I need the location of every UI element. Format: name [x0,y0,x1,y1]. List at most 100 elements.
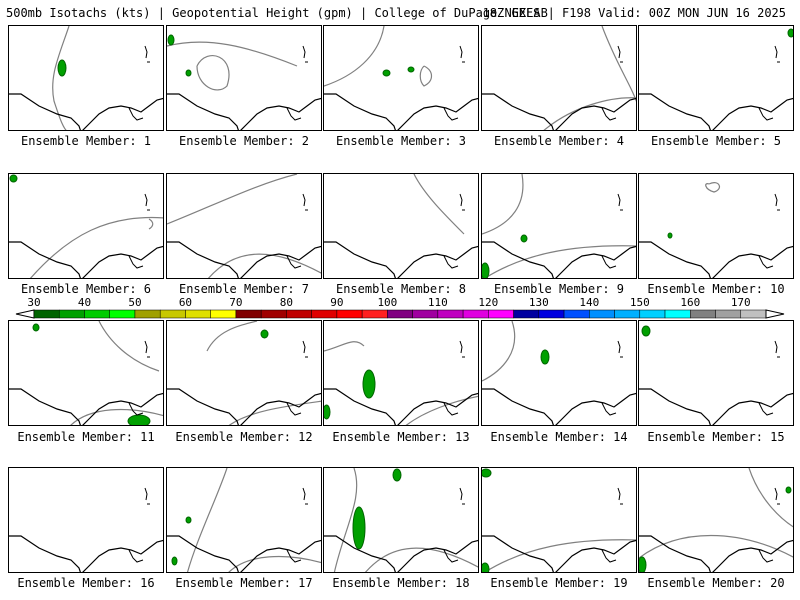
map-canvas [324,340,478,425]
ensemble-member-caption: Ensemble Member: 18 [332,576,470,590]
island-marker [144,45,150,63]
colorbar-swatch [488,309,514,319]
ensemble-map-panel [323,173,479,279]
ensemble-map-panel [323,25,479,131]
coastline-detail [286,549,302,563]
colorbar-swatch [286,309,312,319]
colorbar-swatch [715,309,742,319]
height-contour [639,468,793,559]
map-canvas [324,468,478,572]
coastline [482,241,636,278]
colorbar-swatch [538,309,565,319]
island-marker [617,340,623,358]
coastline-detail [601,402,617,416]
ensemble-member-caption: Ensemble Member: 8 [335,282,467,296]
ensemble-member-caption: Ensemble Member: 19 [490,576,628,590]
coastline-detail [758,255,774,269]
ensemble-map-panel [323,320,479,426]
ensemble-map-panel [8,173,164,279]
colorbar-left-arrow [15,309,35,319]
map-canvas [639,28,793,130]
colorbar-tick-label: 140 [579,296,600,309]
coastline [482,93,636,130]
coastline-detail [128,107,144,121]
ensemble-map-panel [481,467,637,573]
coastline [482,388,636,425]
colorbar-tick-label: 70 [229,296,243,309]
coastline [639,388,793,425]
colorbar-tick-label: 30 [27,296,41,309]
ensemble-map-panel [638,173,794,279]
colorbar-tick-label: 110 [427,296,448,309]
ensemble-map-panel [638,320,794,426]
coastline [167,93,321,130]
coastline-detail [758,402,774,416]
ensemble-member-caption: Ensemble Member: 5 [650,134,782,148]
header-valid-time: 18Z GEFS | F198 Valid: 00Z MON JUN 16 20… [482,6,786,20]
island-marker [144,340,150,358]
ensemble-member-caption: Ensemble Member: 16 [17,576,155,590]
ensemble-member-caption: Ensemble Member: 9 [493,282,625,296]
colorbar-swatch [513,309,540,319]
colorbar-swatch [437,309,464,319]
ensemble-member-caption: Ensemble Member: 13 [332,430,470,444]
height-contour [413,174,465,235]
colorbar-swatch [639,309,666,319]
coastline [639,535,793,572]
map-canvas [324,26,478,130]
ensemble-member-caption: Ensemble Member: 1 [20,134,152,148]
island-marker [774,193,780,211]
ensemble-map-panel [481,173,637,279]
height-contour [70,321,163,425]
colorbar-swatch [109,309,136,319]
colorbar-swatch [311,309,338,319]
height-contour [705,182,721,193]
ensemble-map-panel [166,320,322,426]
ensemble-member-caption: Ensemble Member: 3 [335,134,467,148]
map-canvas [167,321,321,425]
ensemble-map-panel [323,467,479,573]
colorbar-tick-label: 40 [77,296,92,309]
height-contour [543,26,636,130]
island-marker [459,487,465,505]
colorbar-swatch [361,309,388,319]
ensemble-member-caption: Ensemble Member: 7 [178,282,310,296]
coastline-detail [601,549,617,563]
ensemble-map-panel [638,25,794,131]
colorbar-swatch [664,309,691,319]
coastline-detail [443,549,459,563]
height-contour [186,468,321,572]
coastline [9,535,163,572]
colorbar-tick-label: 160 [680,296,701,309]
map-canvas [639,182,793,278]
height-contour [324,26,433,87]
coastline-detail [286,402,302,416]
height-contour [484,539,636,572]
coastline [324,535,478,572]
ensemble-map-panel [166,25,322,131]
height-contour [167,174,321,278]
colorbar-tick-label: 90 [330,296,344,309]
coastline-detail [758,107,774,121]
island-marker [144,487,150,505]
ensemble-member-caption: Ensemble Member: 15 [647,430,785,444]
colorbar-swatch [589,309,615,319]
height-contour [206,321,321,425]
island-marker [302,193,308,211]
ensemble-map-panel [166,173,322,279]
coastline [167,388,321,425]
island-marker [459,340,465,358]
ensemble-map-panel [638,467,794,573]
colorbar-swatch [33,309,60,319]
ensemble-map-panel [8,25,164,131]
coastline [482,535,636,572]
colorbar-swatch [412,309,439,319]
coastline-detail [443,255,459,269]
map-canvas [167,468,321,572]
colorbar-swatch [260,309,287,319]
coastline-detail [601,107,617,121]
map-canvas [9,321,163,425]
ensemble-map-panel [481,25,637,131]
island-marker [617,193,623,211]
coastline [639,93,793,130]
